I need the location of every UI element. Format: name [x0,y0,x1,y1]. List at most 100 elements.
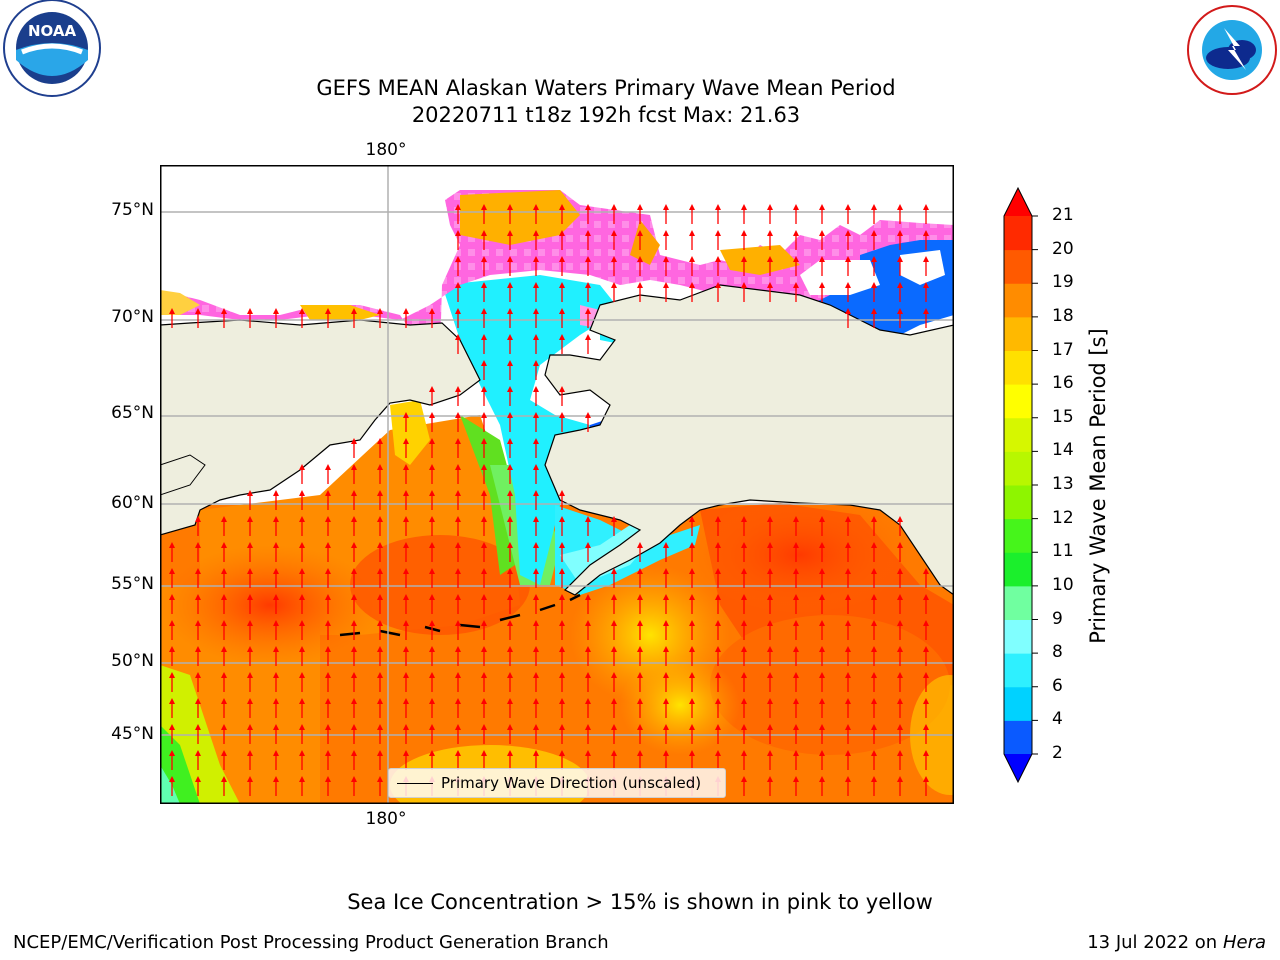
direction-arrow-head [845,776,851,782]
direction-arrow-head [455,620,461,626]
direction-arrow-head [429,438,435,444]
direction-arrow-head [871,724,877,730]
direction-arrow-head [663,542,669,548]
direction-arrow-head [845,256,851,262]
lat-label-70n: 70°N [111,307,154,327]
direction-arrow-head [871,750,877,756]
direction-arrow-head [793,594,799,600]
direction-arrow-head [897,230,903,236]
direction-arrow-head [533,464,539,470]
direction-arrow-head [689,724,695,730]
lon-label-bottom: 180° [365,809,407,829]
direction-arrow-head [897,646,903,652]
direction-arrow-head [429,516,435,522]
direction-arrow-head [559,750,565,756]
direction-arrow-head [585,256,591,262]
direction-arrow-head [273,620,279,626]
direction-arrow-head [689,620,695,626]
direction-arrow-head [429,594,435,600]
direction-arrow-head [377,698,383,704]
colorbar-tick-label: 19 [1052,272,1074,293]
direction-arrow-head [559,516,565,522]
direction-arrow-head [715,516,721,522]
direction-arrow-head [637,568,643,574]
direction-arrow-head [819,542,825,548]
direction-arrow-head [351,568,357,574]
direction-arrow-head [845,646,851,652]
direction-arrow-head [481,646,487,652]
direction-arrow-head [351,672,357,678]
direction-arrow-head [533,724,539,730]
noaa-logo-text: NOAA [28,22,77,40]
direction-arrow-head [741,698,747,704]
direction-arrow-head [689,698,695,704]
direction-arrow-head [871,672,877,678]
direction-arrow-head [793,568,799,574]
colorbar-tick-label: 15 [1052,406,1074,427]
direction-arrow-head [585,620,591,626]
direction-arrow-head [481,620,487,626]
lon-label-top: 180° [365,140,407,160]
direction-arrow-head [195,620,201,626]
colorbar-swatch [1004,249,1032,284]
direction-arrow-head [845,620,851,626]
direction-arrow-head [845,698,851,704]
colorbar-tick-label: 21 [1052,205,1074,225]
direction-arrow-head [793,230,799,236]
direction-arrow-head [663,282,669,288]
direction-arrow-head [351,750,357,756]
direction-arrow-head [871,594,877,600]
direction-arrow-head [533,334,539,340]
direction-arrow-head [507,646,513,652]
direction-arrow-head [351,464,357,470]
direction-arrow-head [455,204,461,210]
direction-arrow-head [273,672,279,678]
direction-arrow-head [481,230,487,236]
colorbar-swatch [1004,619,1032,654]
direction-arrow-head [481,360,487,366]
direction-arrow-head [611,672,617,678]
direction-arrow-head [507,386,513,392]
direction-arrow-head [481,490,487,496]
direction-arrow-head [585,646,591,652]
direction-arrow-head [247,724,253,730]
direction-arrow-head [897,750,903,756]
direction-arrow-head [559,308,565,314]
direction-arrow-head [169,620,175,626]
direction-arrow-head [689,672,695,678]
direction-arrow-head [845,204,851,210]
direction-arrow-head [429,698,435,704]
direction-arrow-head [741,256,747,262]
direction-arrow-head [429,620,435,626]
direction-arrow-head [221,594,227,600]
direction-arrow-head [429,672,435,678]
direction-arrow-head [195,698,201,704]
colorbar-swatch [1004,552,1032,587]
direction-arrow-head [611,282,617,288]
direction-arrow-head [845,308,851,314]
direction-arrow-head [455,724,461,730]
direction-arrow-head [611,698,617,704]
direction-arrow-head [871,568,877,574]
colorbar-swatch [1004,350,1032,385]
direction-arrow-head [351,542,357,548]
direction-arrow-head [377,594,383,600]
direction-arrow-head [559,620,565,626]
direction-arrow-head [507,542,513,548]
direction-arrow-head [559,646,565,652]
direction-arrow-head [793,672,799,678]
direction-arrow-head [871,620,877,626]
direction-arrow-head [507,672,513,678]
direction-arrow-head [559,672,565,678]
direction-arrow-head [273,776,279,782]
direction-arrow-head [403,412,409,418]
direction-arrow-head [351,620,357,626]
direction-arrow-head [897,620,903,626]
direction-arrow-head [663,620,669,626]
direction-arrow-head [585,542,591,548]
direction-arrow-head [715,230,721,236]
direction-arrow-head [793,620,799,626]
direction-arrow-head [871,256,877,262]
direction-arrow-head [299,750,305,756]
direction-arrow-head [507,308,513,314]
